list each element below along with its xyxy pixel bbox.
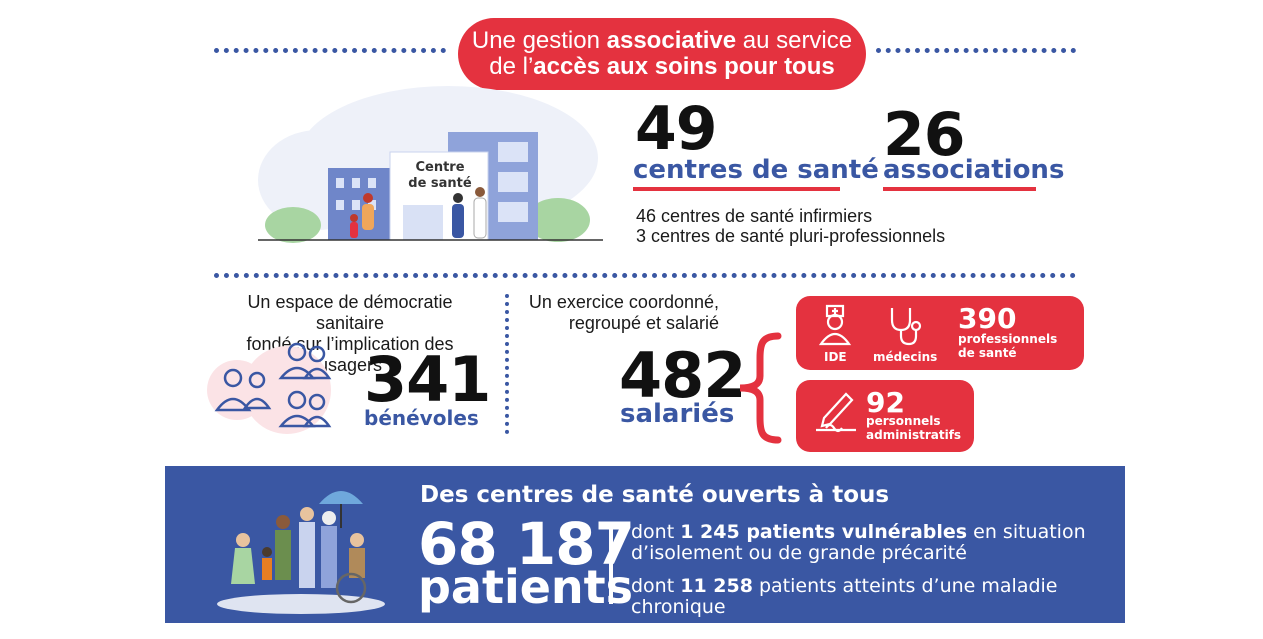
admin-sub: personnels administratifs xyxy=(866,414,961,442)
professionals-box: IDE médecins 390 professionnels de santé xyxy=(796,296,1084,370)
patients-line-text: dont xyxy=(631,575,681,597)
admin-box: 92 personnels administratifs xyxy=(796,380,974,452)
title-text: Une gestion xyxy=(471,27,607,54)
professionals-sub-line: de santé xyxy=(958,346,1017,360)
centres-count: 49 xyxy=(635,94,717,164)
professionals-count: 390 xyxy=(958,302,1017,335)
centres-label: centres de santé xyxy=(633,155,879,185)
patients-line-1: dont 1 245 patients vulnérables en situa… xyxy=(631,522,1086,543)
admin-count: 92 xyxy=(866,386,905,419)
patients-illustration xyxy=(217,491,385,614)
associations-underline xyxy=(883,187,1036,191)
employees-label: salariés xyxy=(620,399,735,429)
building-sign-line: Centre xyxy=(415,160,465,175)
building-sign: Centre de santé xyxy=(398,160,482,192)
title-bold: accès aux soins pour tous xyxy=(533,53,835,80)
building-sign-line: de santé xyxy=(408,176,472,191)
professionals-sub: professionnels de santé xyxy=(958,332,1057,360)
stethoscope-icon xyxy=(890,308,922,346)
exercice-heading: Un exercice coordonné, regroupé et salar… xyxy=(527,292,719,334)
title-line2: de l’accès aux soins pour tous xyxy=(458,54,866,80)
top-right-dotted-line xyxy=(876,48,1076,53)
top-left-dotted-line xyxy=(214,48,446,53)
health-centre-illustration xyxy=(258,86,603,243)
volunteers-count: 341 xyxy=(364,343,491,416)
patients-line-text: patients atteints d’une maladie chroniqu… xyxy=(631,575,1058,618)
title-pill: Une gestion associative au service de l’… xyxy=(458,18,866,90)
patients-divider xyxy=(609,524,613,604)
title-line1: Une gestion associative au service xyxy=(458,28,866,54)
democratie-heading-line: Un espace de démocratie sanitaire xyxy=(247,292,453,333)
patients-count: 68 187 xyxy=(418,510,635,578)
patients-banner: Des centres de santé ouverts à tous 68 1… xyxy=(165,466,1125,623)
centres-underline xyxy=(633,187,840,191)
centres-detail-1: 46 centres de santé infirmiers xyxy=(636,206,873,226)
title-text: de l’ xyxy=(489,53,534,80)
exercice-heading-line: Un exercice coordonné, xyxy=(528,292,719,312)
professionals-sub-line: professionnels xyxy=(958,332,1058,346)
volunteers-icon xyxy=(207,342,332,434)
ide-label: IDE xyxy=(824,350,847,364)
associations-label: associations xyxy=(883,155,1065,185)
patients-line-3: dont 11 258 patients atteints d’une mala… xyxy=(631,576,1125,618)
employees-count: 482 xyxy=(619,339,746,412)
admin-sub-line: administratifs xyxy=(866,428,962,442)
title-text: au service xyxy=(736,27,853,54)
medecins-label: médecins xyxy=(873,350,938,364)
patients-unit: patients xyxy=(418,560,634,614)
people-icon xyxy=(350,187,487,239)
middle-dotted-line xyxy=(214,273,1076,278)
curly-brace-icon xyxy=(739,332,782,444)
associations-count: 26 xyxy=(883,100,965,170)
patients-line-bold: 11 258 xyxy=(680,575,753,597)
admin-sub-line: personnels xyxy=(866,414,941,428)
patients-line-2: d’isolement ou de grande précarité xyxy=(631,542,967,564)
patients-line-bold: 1 245 patients vulnérables xyxy=(680,521,968,543)
title-bold: associative xyxy=(606,27,737,54)
nurse-icon xyxy=(818,304,852,346)
patients-title: Des centres de santé ouverts à tous xyxy=(420,482,890,508)
centres-detail-2: 3 centres de santé pluri-professionnels xyxy=(636,226,946,246)
writing-icon xyxy=(816,392,856,433)
patients-line-text: dont xyxy=(631,521,681,543)
volunteers-label: bénévoles xyxy=(364,406,479,430)
patients-line-text: en situation xyxy=(967,521,1086,543)
exercice-heading-line: regroupé et salarié xyxy=(568,313,719,333)
vertical-dotted-line xyxy=(505,294,509,434)
